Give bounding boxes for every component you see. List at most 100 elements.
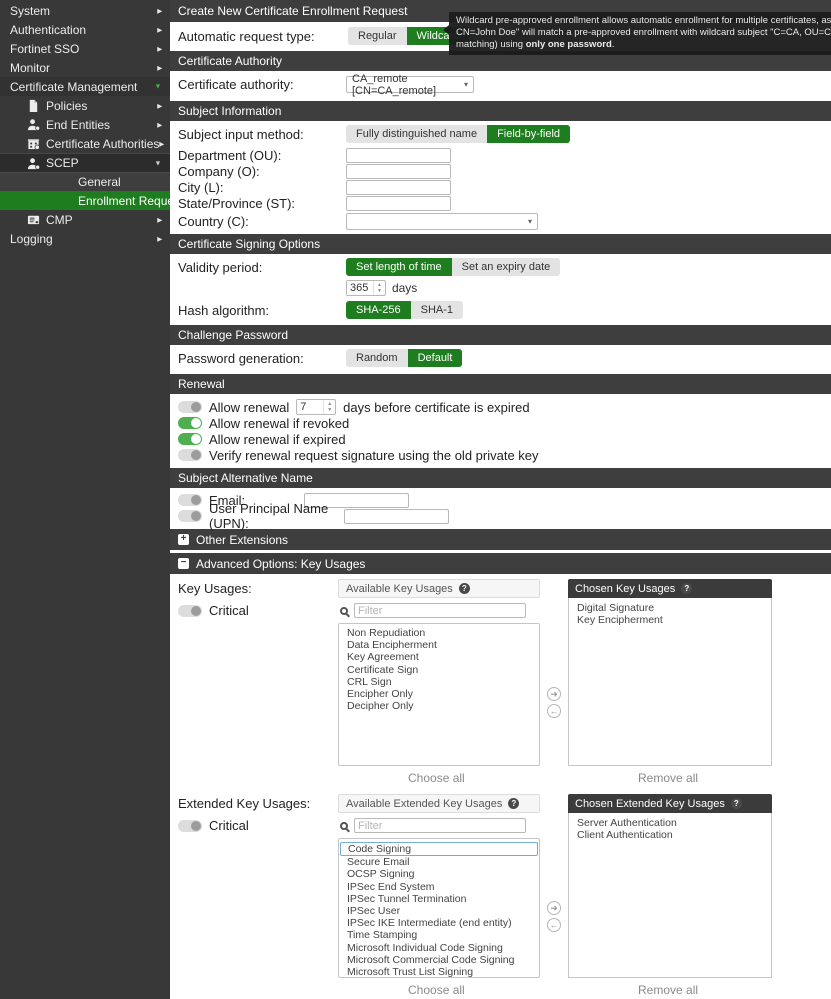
list-item[interactable]: IPSec User	[347, 905, 401, 918]
sidebar-item-end-entities[interactable]: End Entities ▶	[0, 115, 170, 134]
san-email-row: Email:	[170, 492, 831, 508]
sidebar-item-general[interactable]: General	[0, 172, 170, 191]
renewal-expired-row: Allow renewal if expired	[170, 431, 831, 447]
list-item[interactable]: Key Encipherment	[577, 614, 663, 627]
available-extended-key-usages-panel: Available Extended Key Usages ? Code Sig…	[338, 794, 540, 978]
list-item[interactable]: Server Authentication	[577, 817, 677, 829]
sidebar-item-policies[interactable]: Policies ▶	[0, 96, 170, 115]
list-item[interactable]: Digital Signature	[577, 602, 655, 614]
section-signing-options: Certificate Signing Options	[170, 234, 831, 254]
list-item[interactable]: IPSec End System	[347, 880, 435, 893]
email-field[interactable]	[304, 492, 409, 508]
list-item[interactable]: Microsoft Trust List Signing	[347, 966, 474, 978]
renewal-days-input[interactable]	[297, 400, 324, 414]
sha1-option[interactable]: SHA-1	[410, 301, 464, 319]
days-input[interactable]	[347, 281, 373, 295]
upn-toggle[interactable]	[178, 510, 202, 522]
department-field[interactable]	[346, 147, 451, 163]
sidebar-item-monitor[interactable]: Monitor ▶	[10, 60, 162, 75]
chevron-right-icon: ▶	[156, 102, 162, 110]
plus-icon[interactable]: +	[178, 534, 189, 545]
state-field[interactable]	[346, 195, 451, 211]
move-right-icon[interactable]: ➜	[547, 900, 561, 915]
help-icon[interactable]: ?	[681, 583, 693, 594]
stepper-arrows-icon[interactable]: ▲ ▼	[373, 281, 385, 295]
extended-key-usages-critical-toggle[interactable]	[178, 819, 202, 832]
fully-distinguished-name-option[interactable]: Fully distinguished name	[346, 125, 488, 143]
list-item[interactable]: Non Repudiation	[347, 627, 426, 639]
allow-renewal-toggle[interactable]	[178, 401, 202, 413]
days-stepper[interactable]: ▲▼	[346, 280, 386, 296]
choose-all-link[interactable]: Choose all	[408, 983, 465, 997]
section-certificate-authority: Certificate Authority	[170, 51, 831, 71]
move-left-icon[interactable]: ←	[547, 917, 561, 932]
list-item[interactable]: Microsoft Commercial Code Signing	[347, 953, 515, 966]
help-icon[interactable]: ?	[730, 798, 742, 809]
company-label: Company (O):	[178, 163, 260, 179]
list-item[interactable]: Code Signing	[340, 842, 538, 857]
list-item[interactable]: IPSec IKE Intermediate (end entity)	[347, 917, 512, 930]
regular-option[interactable]: Regular	[348, 27, 407, 45]
main-panel: Create New Certificate Enrollment Reques…	[170, 0, 831, 999]
remove-all-link[interactable]: Remove all	[638, 983, 699, 997]
renewal-days-stepper[interactable]: ▲▼	[296, 399, 337, 415]
move-right-icon[interactable]: ➜	[547, 687, 561, 701]
set-length-option[interactable]: Set length of time	[346, 258, 452, 276]
list-item[interactable]: Certificate Sign	[347, 663, 419, 676]
city-field[interactable]	[346, 179, 451, 195]
sidebar-item-certificate-authorities[interactable]: Certificate Authorities ▶	[0, 134, 170, 153]
list-item[interactable]: Decipher Only	[347, 700, 414, 713]
minus-icon[interactable]: −	[178, 558, 189, 569]
field-by-field-option[interactable]: Field-by-field	[487, 125, 571, 143]
password-generation-label: Password generation:	[178, 350, 304, 366]
renewal-if-revoked-toggle[interactable]	[178, 417, 202, 429]
list-item[interactable]: Secure Email	[347, 856, 410, 869]
renewal-if-expired-toggle[interactable]	[178, 433, 202, 445]
section-other-extensions[interactable]: + Other Extensions	[170, 529, 831, 550]
chevron-down-icon: ▾	[463, 80, 468, 89]
stepper-arrows-icon[interactable]: ▲ ▼	[323, 400, 335, 414]
verify-signature-toggle[interactable]	[178, 449, 202, 461]
list-item[interactable]: IPSec Tunnel Termination	[347, 892, 467, 905]
move-left-icon[interactable]: ←	[547, 704, 561, 718]
sha256-option[interactable]: SHA-256	[346, 301, 411, 319]
email-toggle[interactable]	[178, 494, 202, 506]
sidebar-item-logging[interactable]: Logging ▶	[10, 231, 162, 246]
sidebar-item-enrollment-requests[interactable]: Enrollment Requests	[0, 191, 189, 210]
section-advanced-options[interactable]: − Advanced Options: Key Usages	[170, 553, 831, 574]
sidebar-item-system[interactable]: System ▶	[10, 3, 162, 18]
certificate-authority-select[interactable]: CA_remote [CN=CA_remote] ▾	[346, 73, 474, 97]
country-select[interactable]: ▾	[346, 213, 538, 230]
random-option[interactable]: Random	[346, 349, 408, 367]
list-item[interactable]: OCSP Signing	[347, 868, 415, 881]
list-item[interactable]: Encipher Only	[347, 688, 413, 701]
key-usages-critical-toggle[interactable]	[178, 604, 202, 617]
sidebar-item-authentication[interactable]: Authentication ▶	[10, 22, 162, 37]
password-generation-row: Password generation: Random Default	[170, 345, 831, 371]
help-icon[interactable]: ?	[458, 583, 470, 594]
chevron-down-icon: ▾	[527, 217, 532, 226]
sidebar-item-certificate-management[interactable]: Certificate Management ▼	[0, 77, 170, 96]
upn-field[interactable]	[344, 508, 449, 524]
extended-key-usages-filter-input[interactable]	[354, 818, 526, 833]
choose-all-link[interactable]: Choose all	[408, 771, 465, 785]
list-item[interactable]: Time Stamping	[347, 929, 418, 942]
list-item[interactable]: CRL Sign	[347, 675, 392, 688]
sidebar-item-scep[interactable]: SCEP ▼	[0, 153, 170, 172]
key-usages-block: Key Usages: Critical Available Key Usage…	[170, 579, 831, 766]
default-option[interactable]: Default	[407, 349, 463, 367]
help-icon[interactable]: ?	[508, 798, 520, 809]
list-item[interactable]: Client Authentication	[577, 829, 673, 842]
remove-all-link[interactable]: Remove all	[638, 771, 699, 785]
certificate-authority-row: Certificate authority: CA_remote [CN=CA_…	[170, 71, 831, 98]
key-usages-filter-input[interactable]	[354, 603, 526, 618]
list-item[interactable]: Data Encipherment	[347, 639, 437, 652]
list-item[interactable]: Microsoft Individual Code Signing	[347, 941, 503, 954]
sidebar-item-cmp[interactable]: CMP ▶	[0, 210, 170, 229]
renewal-days-row: Allow renewal ▲▼ days before certificate…	[170, 399, 831, 415]
list-item[interactable]: Key Agreement	[347, 651, 419, 664]
sidebar-item-fortinet-sso[interactable]: Fortinet SSO ▶	[10, 41, 162, 56]
company-field[interactable]	[346, 163, 451, 179]
set-expiry-option[interactable]: Set an expiry date	[451, 258, 561, 276]
hash-segment: SHA-256 SHA-1	[346, 301, 464, 319]
